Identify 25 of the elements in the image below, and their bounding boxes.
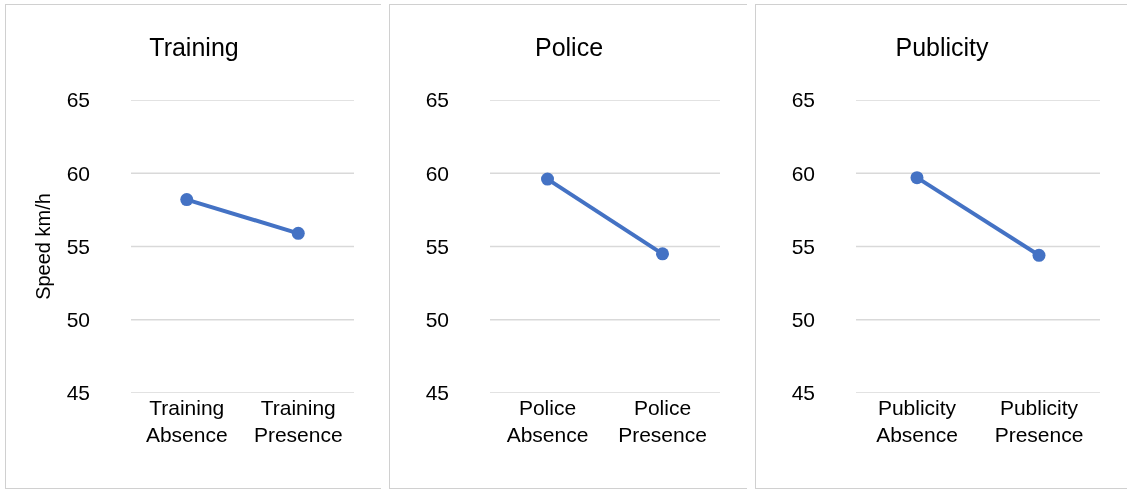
chart-title: Police	[534, 33, 604, 62]
y-tick-label: 60	[425, 161, 449, 185]
chart-title: Publicity	[895, 33, 990, 62]
y-tick-label: 65	[66, 88, 90, 112]
y-tick-label: 60	[791, 161, 815, 185]
y-tick-label: 45	[66, 381, 90, 405]
x-tick-label: Police Absence	[506, 396, 589, 447]
y-tick-label: 50	[425, 308, 449, 332]
chart-title: Training	[149, 33, 239, 62]
y-tick-label: 50	[66, 308, 90, 332]
x-tick-label: Publicity Absence	[876, 396, 958, 447]
x-tick-label: Training Absence	[145, 396, 228, 447]
y-tick-label: 55	[791, 234, 815, 258]
y-tick-label: 60	[66, 161, 90, 185]
x-tick-label: Publicity Presence	[994, 396, 1084, 447]
y-tick-label: 45	[791, 381, 815, 405]
y-tick-label: 65	[425, 88, 449, 112]
y-tick-label: 55	[66, 234, 90, 258]
y-tick-label: 45	[425, 381, 449, 405]
y-tick-label: 65	[791, 88, 815, 112]
y-tick-label: 55	[425, 234, 449, 258]
y-axis-title: Speed km/h	[32, 193, 55, 300]
x-tick-label: Police Presence	[618, 396, 707, 447]
y-tick-label: 50	[791, 308, 815, 332]
x-tick-label: Training Presence	[253, 396, 343, 447]
